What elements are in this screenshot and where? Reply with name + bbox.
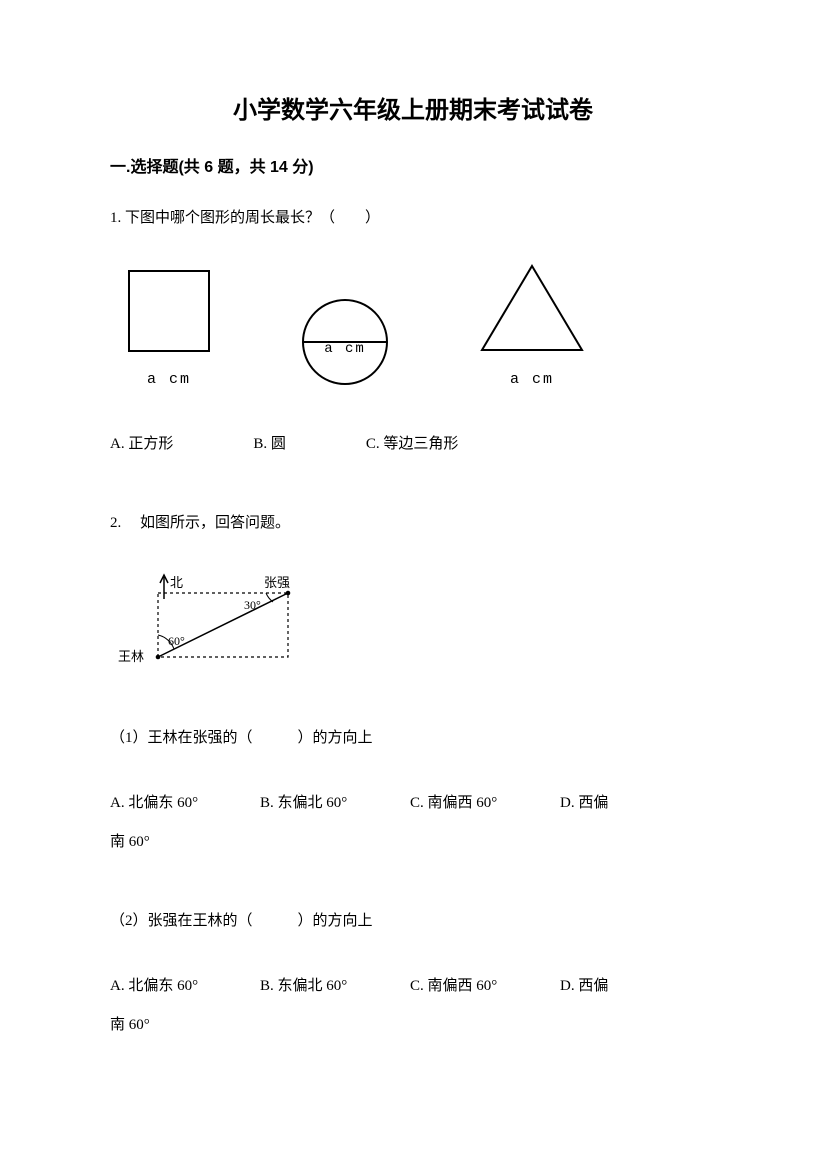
direction-diagram-icon: 北 张强 30° 60° 王林	[116, 569, 316, 679]
exam-title: 小学数学六年级上册期末考试试卷	[110, 90, 716, 125]
q2-text: 2. 如图所示，回答问题。	[110, 504, 716, 543]
q1-options: A. 正方形 B. 圆 C. 等边三角形	[110, 425, 716, 464]
question-2: 2. 如图所示，回答问题。 北 张强 30° 60°	[110, 504, 716, 1045]
section-1-heading: 一.选择题(共 6 题，共 14 分)	[110, 153, 716, 177]
svg-text:张强: 张强	[264, 575, 290, 590]
q2s1-option-a: A. 北偏东 60°	[110, 784, 260, 823]
triangle-block: a cm	[480, 264, 584, 399]
q2-diagram: 北 张强 30° 60° 王林	[116, 569, 716, 695]
circle-block: a cm	[300, 297, 390, 387]
q1-option-a: A. 正方形	[110, 425, 173, 464]
q2s1-option-d-pre: D. 西偏	[560, 784, 716, 823]
triangle-caption: a cm	[510, 360, 554, 399]
q1-text: 1. 下图中哪个图形的周长最长？（ ）	[110, 199, 716, 238]
q2s2-option-d-post: 南 60°	[110, 1006, 716, 1045]
svg-text:北: 北	[170, 575, 183, 590]
q1-option-b: B. 圆	[253, 425, 286, 464]
q2s2-option-d-pre: D. 西偏	[560, 967, 716, 1006]
q2-sub1-options: A. 北偏东 60° B. 东偏北 60° C. 南偏西 60° D. 西偏 南…	[110, 784, 716, 862]
q2-sub2-options: A. 北偏东 60° B. 东偏北 60° C. 南偏西 60° D. 西偏 南…	[110, 967, 716, 1045]
q1-shapes: a cm a cm a cm	[128, 264, 716, 399]
q2s2-option-b: B. 东偏北 60°	[260, 967, 410, 1006]
triangle-icon	[480, 264, 584, 352]
svg-text:60°: 60°	[168, 634, 185, 648]
square-caption: a cm	[147, 360, 191, 399]
circle-caption: a cm	[324, 331, 366, 367]
q2-sub2: （2）张强在王林的（ ）的方向上	[110, 902, 716, 941]
q2s2-option-c: C. 南偏西 60°	[410, 967, 560, 1006]
q2s1-option-b: B. 东偏北 60°	[260, 784, 410, 823]
q2s2-option-a: A. 北偏东 60°	[110, 967, 260, 1006]
svg-text:王林: 王林	[118, 649, 144, 664]
q2-sub1: （1）王林在张强的（ ）的方向上	[110, 719, 716, 758]
q2s1-option-d-post: 南 60°	[110, 823, 716, 862]
page: 小学数学六年级上册期末考试试卷 一.选择题(共 6 题，共 14 分) 1. 下…	[0, 0, 826, 1145]
square-block: a cm	[128, 270, 210, 399]
q1-option-c: C. 等边三角形	[366, 425, 459, 464]
q2s1-option-c: C. 南偏西 60°	[410, 784, 560, 823]
question-1: 1. 下图中哪个图形的周长最长？（ ） a cm a cm	[110, 199, 716, 464]
svg-text:30°: 30°	[244, 598, 261, 612]
square-icon	[128, 270, 210, 352]
